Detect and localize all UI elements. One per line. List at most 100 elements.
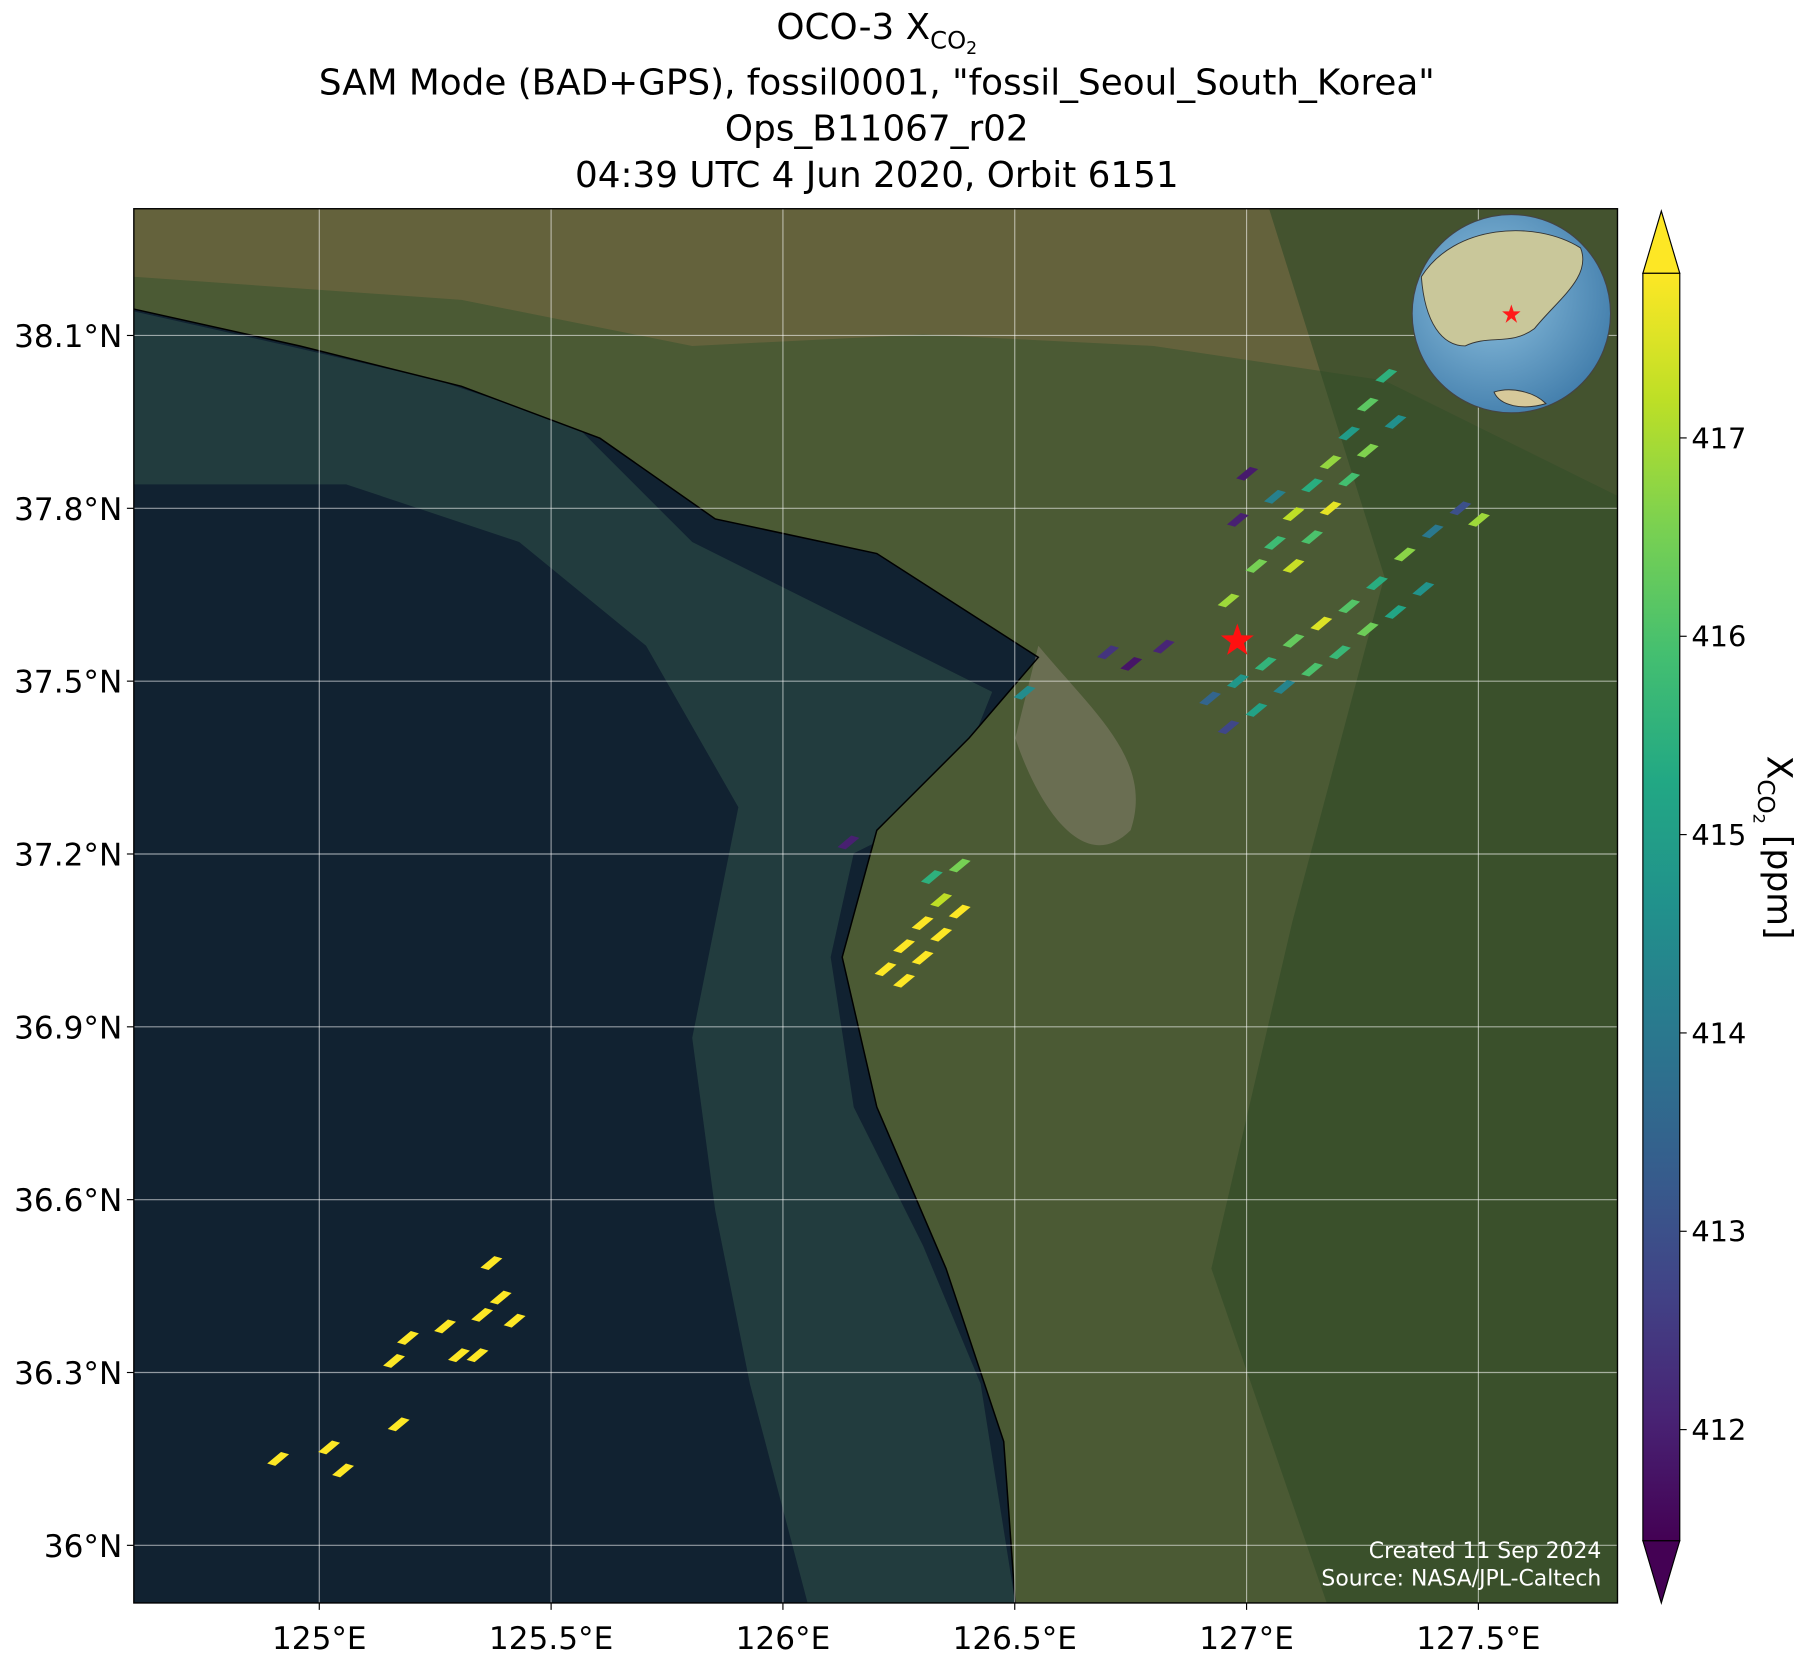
x-tick-label: 127°E (1199, 1621, 1294, 1656)
sounding (1449, 501, 1472, 516)
sounding (948, 858, 971, 873)
sounding (1217, 720, 1240, 735)
x-tick-label: 126°E (736, 1621, 831, 1656)
sounding (930, 893, 953, 907)
colorbar-tick-label: 417 (1691, 421, 1746, 455)
sounding (503, 1313, 526, 1328)
colorbar-tick-label: 412 (1691, 1413, 1746, 1447)
sounding (1226, 512, 1249, 527)
globe-inset (1411, 213, 1612, 414)
y-tick-label: 36.6°N (14, 1183, 122, 1219)
x-tick-label: 125°E (272, 1621, 367, 1656)
sounding (1468, 512, 1490, 527)
sounding (893, 973, 916, 988)
x-tick-label: 127.5°E (1416, 1621, 1540, 1656)
sounding (1319, 501, 1342, 516)
sounding (480, 1256, 503, 1270)
y-tick-label: 37.5°N (14, 665, 122, 701)
sounding (267, 1452, 290, 1466)
sounding (1393, 547, 1416, 562)
sounding (1356, 622, 1379, 637)
colorbar-ticks: 412 413 414 415 416 417 (1679, 421, 1746, 1447)
colorbar-tick-label: 413 (1691, 1215, 1746, 1249)
sounding (1120, 656, 1143, 671)
sounding (318, 1440, 341, 1455)
colorbar-label-text: X (1758, 756, 1798, 780)
sounding (1199, 691, 1222, 706)
sounding (1338, 599, 1361, 614)
sounding (447, 1348, 470, 1363)
sounding (1226, 674, 1249, 689)
colorbar-extend-max (1642, 209, 1681, 274)
sounding (1384, 414, 1407, 429)
credit: Source: NASA/JPL-Caltech (1321, 1567, 1601, 1592)
soundings (267, 368, 1490, 1478)
sounding (1301, 662, 1324, 677)
sounding (948, 904, 971, 919)
colorbar-label-sub: CO (1752, 779, 1778, 813)
globe-star (1502, 304, 1521, 323)
sounding (1356, 397, 1379, 412)
subtitle: SAM Mode (BAD+GPS), fossil0001, "fossil_… (319, 63, 1435, 104)
sounding (1236, 466, 1259, 481)
sounding (1254, 656, 1277, 671)
colorbar-extend-min (1642, 1540, 1681, 1605)
sounding (1217, 593, 1240, 608)
sounding (1013, 685, 1036, 700)
title-text: OCO-3 X (776, 7, 930, 48)
colorbar-tick-label: 415 (1691, 818, 1746, 852)
globe-land (1420, 230, 1584, 347)
sounding (1273, 679, 1296, 694)
sounding (893, 939, 916, 954)
sounding (1356, 443, 1379, 458)
sounding (466, 1348, 489, 1363)
sounding (930, 927, 953, 942)
sounding (1301, 478, 1324, 493)
sounding (920, 870, 943, 884)
y-tick-label: 36.3°N (14, 1356, 122, 1392)
sounding (396, 1331, 419, 1345)
sounding (1301, 530, 1324, 545)
y-tick-label: 36°N (44, 1529, 122, 1565)
globe-land (1493, 389, 1547, 408)
sounding (1282, 559, 1305, 573)
grid (133, 208, 1618, 1603)
colorbar-label-unit: [ppm] (1758, 824, 1798, 940)
subtitle: Ops_B11067_r02 (725, 109, 1029, 150)
coastline (133, 308, 1040, 1603)
sounding (1282, 633, 1305, 648)
map-frame (133, 208, 1619, 1604)
y-tick-label: 36.9°N (14, 1010, 122, 1046)
sounding (1366, 576, 1388, 591)
x-tick-label: 126.5°E (953, 1621, 1077, 1656)
forest (1211, 208, 1618, 1603)
sounding (911, 916, 934, 931)
colorbar-tick-label: 414 (1691, 1016, 1746, 1050)
sounding (1245, 703, 1268, 717)
shallow-water (133, 311, 1016, 1603)
y-tick-label: 37.8°N (14, 492, 122, 528)
colorbar-label: XCO2 [ppm] (1750, 756, 1799, 940)
sounding (874, 962, 897, 977)
colorbar-tick-label: 416 (1691, 620, 1746, 654)
colorbar-bar (1642, 272, 1681, 1542)
y-tick-label: 38.1°N (14, 319, 122, 355)
sounding (1319, 455, 1342, 470)
title-subsub: 2 (966, 39, 977, 59)
sounding (1245, 559, 1268, 573)
title-sub: CO (930, 26, 966, 54)
colorbar-label-subsub: 2 (1750, 814, 1769, 824)
x-tick-label: 125.5°E (489, 1621, 613, 1656)
sounding (434, 1319, 457, 1334)
sounding (1264, 535, 1286, 550)
sounding (1282, 507, 1305, 521)
sounding (1384, 605, 1407, 619)
sounding (1338, 472, 1361, 487)
urban (1015, 645, 1136, 846)
sounding (387, 1417, 410, 1432)
credit: Created 11 Sep 2024 (1369, 1539, 1602, 1564)
sounding (383, 1354, 406, 1368)
sounding (1375, 368, 1398, 383)
